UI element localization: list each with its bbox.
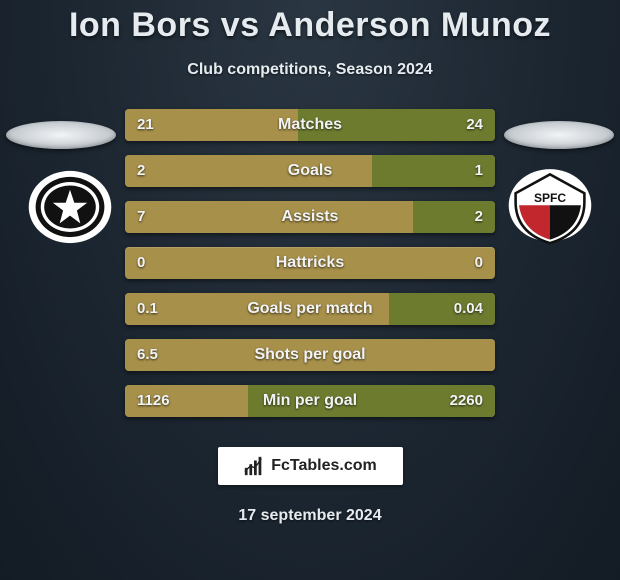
chart-icon [243,455,265,477]
stat-label: Goals per match [125,293,495,325]
sao-paulo-badge-icon: SPFC [500,164,600,250]
botafogo-badge-icon [20,164,120,250]
stat-label: Shots per goal [125,339,495,371]
team-badge-right: SPFC [500,164,600,250]
stat-row: 00Hattricks [125,247,495,279]
stat-label: Goals [125,155,495,187]
stat-row: 0.10.04Goals per match [125,293,495,325]
page-title: Ion Bors vs Anderson Munoz [0,0,620,45]
player-oval-right [504,121,614,149]
svg-text:SPFC: SPFC [534,191,566,205]
comparison-content: SPFC 2124Matches 21Goals 72Assists 00Hattri… [0,109,620,417]
page-subtitle: Club competitions, Season 2024 [0,61,620,79]
stat-row: 21Goals [125,155,495,187]
stat-label: Assists [125,201,495,233]
watermark-text: FcTables.com [271,457,377,475]
stat-label: Hattricks [125,247,495,279]
stat-label: Min per goal [125,385,495,417]
date-line: 17 september 2024 [0,507,620,525]
team-badge-left [20,164,120,250]
stat-row: 72Assists [125,201,495,233]
stat-row: 11262260Min per goal [125,385,495,417]
player-oval-left [6,121,116,149]
watermark: FcTables.com [218,447,403,485]
stat-row: 6.5Shots per goal [125,339,495,371]
stat-row: 2124Matches [125,109,495,141]
stat-label: Matches [125,109,495,141]
stats-bars: 2124Matches 21Goals 72Assists 00Hattricks 0.… [125,109,495,417]
